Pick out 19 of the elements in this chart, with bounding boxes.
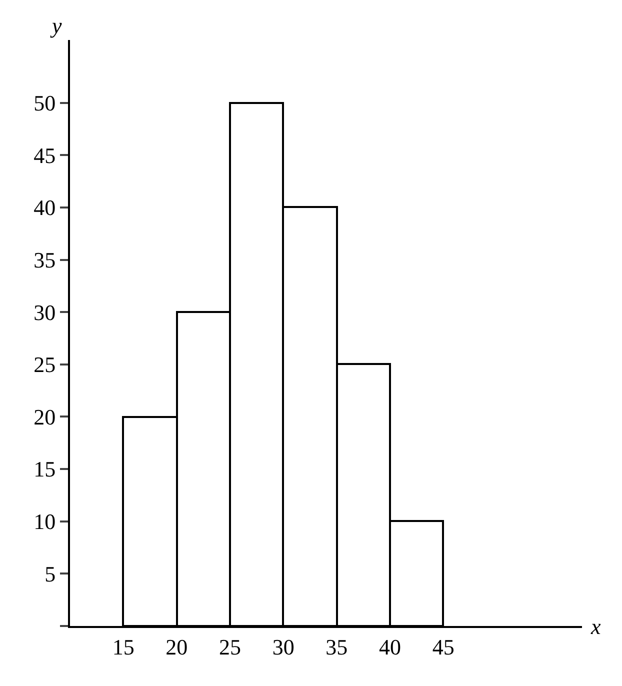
y-tick-label: 25 xyxy=(34,352,56,378)
y-tick-label: 5 xyxy=(44,561,56,586)
y-tick-label: 50 xyxy=(34,90,56,116)
y-tick-label: 10 xyxy=(34,509,56,534)
y-tick-label: 20 xyxy=(34,404,56,430)
x-tick-label: 35 xyxy=(326,634,348,660)
x-axis-title: x xyxy=(590,614,601,639)
y-axis-title: y xyxy=(50,13,62,38)
y-tick-label: 30 xyxy=(34,300,56,325)
y-tick-label: 40 xyxy=(34,195,56,220)
x-tick-label: 45 xyxy=(432,634,454,660)
y-tick-label: 35 xyxy=(34,247,56,272)
y-tick-label: 15 xyxy=(34,456,56,482)
x-tick-label: 40 xyxy=(379,634,401,660)
y-tick-label: 45 xyxy=(34,142,56,168)
x-tick-label: 20 xyxy=(166,634,188,660)
x-tick-label: 25 xyxy=(219,634,241,660)
x-tick-label: 30 xyxy=(272,634,294,660)
x-tick-label: 15 xyxy=(112,634,134,660)
